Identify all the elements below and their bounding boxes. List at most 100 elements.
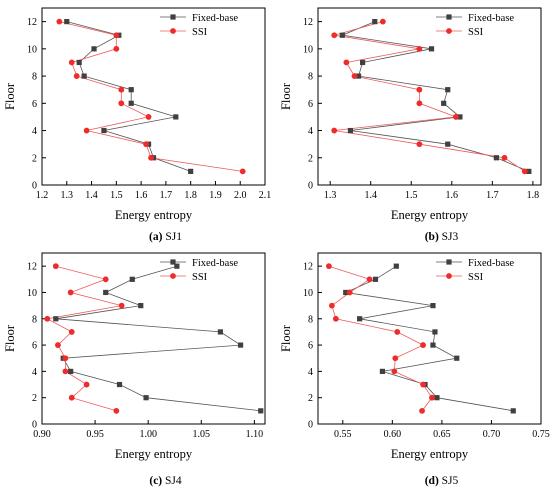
data-point-fixed-base — [188, 168, 194, 174]
data-point-fixed-base — [510, 408, 516, 414]
data-point-fixed-base — [357, 316, 363, 322]
y-tick-label: 0 — [32, 420, 37, 431]
data-point-ssi — [68, 394, 75, 401]
data-point-fixed-base — [430, 342, 436, 348]
legend-entry-ssi: SSI — [160, 272, 208, 283]
legend-square-marker — [170, 14, 176, 20]
y-tick-label: 10 — [27, 288, 37, 299]
y-axis-title: Floor — [279, 324, 293, 352]
data-point-ssi — [416, 86, 423, 93]
data-point-ssi — [346, 289, 353, 296]
y-axis-title: Floor — [3, 82, 17, 110]
data-point-ssi — [521, 168, 528, 175]
plot-frame — [41, 7, 266, 186]
data-point-ssi — [392, 355, 399, 362]
data-point-fixed-base — [138, 303, 144, 309]
data-point-fixed-base — [64, 19, 70, 25]
y-tick-label: 10 — [303, 288, 313, 299]
panel-caption: (a) SJ1 — [149, 231, 182, 243]
y-tick-label: 6 — [32, 99, 37, 110]
caption-name: SJ4 — [165, 475, 182, 487]
data-point-fixed-base — [174, 263, 180, 269]
data-point-ssi — [420, 342, 426, 348]
data-point-ssi — [416, 141, 423, 148]
data-point-ssi — [416, 45, 423, 52]
data-point-fixed-base — [343, 289, 349, 296]
data-point-ssi — [332, 315, 339, 322]
data-point-ssi — [56, 18, 63, 25]
x-tick-label: 2.0 — [234, 190, 247, 201]
data-point-fixed-base — [91, 46, 97, 52]
data-point-ssi — [68, 59, 75, 66]
caption-tag: (d) — [425, 475, 439, 487]
x-tick-label: 1.6 — [135, 190, 148, 201]
panel-caption: (c) SJ4 — [149, 475, 182, 487]
series-line-fixed-base — [66, 21, 191, 172]
x-tick-label: 0.70 — [483, 429, 501, 440]
data-point-ssi — [145, 114, 152, 120]
data-point-fixed-base — [53, 316, 59, 322]
data-point-fixed-base — [237, 342, 244, 348]
data-point-fixed-base — [128, 87, 134, 93]
x-tick-label: 1.5 — [405, 190, 418, 201]
data-point-ssi — [143, 141, 149, 148]
data-point-fixed-base — [454, 355, 460, 361]
legend-label: SSI — [468, 272, 484, 283]
data-point-fixed-base — [372, 276, 379, 282]
data-point-ssi — [68, 329, 75, 335]
data-point-ssi — [62, 368, 69, 375]
y-tick-label: 8 — [32, 72, 37, 83]
series-line-ssi — [334, 21, 526, 172]
legend-label: Fixed-base — [192, 258, 238, 269]
data-point-fixed-base — [258, 408, 264, 414]
data-point-fixed-base — [360, 59, 366, 66]
y-tick-label: 4 — [32, 367, 37, 378]
data-point-fixed-base — [347, 127, 354, 134]
legend-square-marker — [446, 259, 452, 265]
data-point-ssi — [113, 45, 120, 52]
x-axis-title: Energy entropy — [115, 447, 193, 461]
legend-circle-marker — [170, 28, 176, 34]
x-tick-label: 1.5 — [110, 190, 123, 201]
data-point-ssi — [343, 59, 350, 66]
y-tick-label: 8 — [308, 314, 313, 325]
data-point-fixed-base — [76, 59, 82, 66]
y-tick-label: 12 — [27, 262, 37, 273]
data-point-ssi — [62, 355, 69, 362]
y-tick-label: 4 — [32, 126, 37, 137]
x-tick-label: 0.75 — [532, 429, 550, 440]
legend-square-marker — [170, 259, 176, 265]
data-point-ssi — [102, 276, 109, 283]
y-axis-title: Floor — [279, 82, 293, 110]
y-tick-label: 12 — [303, 17, 313, 28]
x-axis-title: Energy entropy — [391, 447, 469, 461]
panel-c: 0.90 0.95 1.00 1.05 1.10 0 2 4 6 8 10 12 Energy entr… — [3, 252, 266, 487]
data-point-fixed-base — [441, 100, 447, 106]
y-tick-label: 2 — [308, 153, 313, 164]
data-point-ssi — [55, 342, 61, 348]
data-point-ssi — [326, 263, 332, 270]
x-tick-label: 1.7 — [160, 190, 173, 201]
data-point-fixed-base — [445, 87, 451, 93]
y-tick-label: 2 — [32, 153, 37, 164]
legend-entry-fixed-base: Fixed-base — [436, 258, 514, 269]
plot-frame — [41, 252, 266, 425]
y-tick-label: 2 — [308, 393, 313, 404]
x-tick-label: 1.7 — [486, 190, 499, 201]
legend-label: Fixed-base — [468, 13, 514, 24]
data-point-ssi — [419, 407, 425, 414]
x-tick-label: 1.4 — [364, 190, 377, 201]
legend-label: Fixed-base — [468, 258, 514, 269]
panel-a: 1.2 1.3 1.4 1.5 1.6 1.7 1.8 1.9 2.0 2.1 0 2 4 6 8 10 12 E… — [3, 7, 271, 243]
x-tick-label: 1.00 — [139, 429, 157, 440]
legend-circle-marker — [446, 273, 452, 279]
series-line-fixed-base — [55, 265, 261, 412]
y-tick-label: 0 — [308, 420, 313, 431]
data-point-fixed-base — [143, 395, 149, 401]
legend-entry-fixed-base: Fixed-base — [160, 258, 238, 269]
data-point-ssi — [73, 73, 80, 79]
data-point-ssi — [501, 154, 508, 161]
data-point-ssi — [83, 381, 90, 388]
series-line-fixed-base — [340, 21, 529, 172]
